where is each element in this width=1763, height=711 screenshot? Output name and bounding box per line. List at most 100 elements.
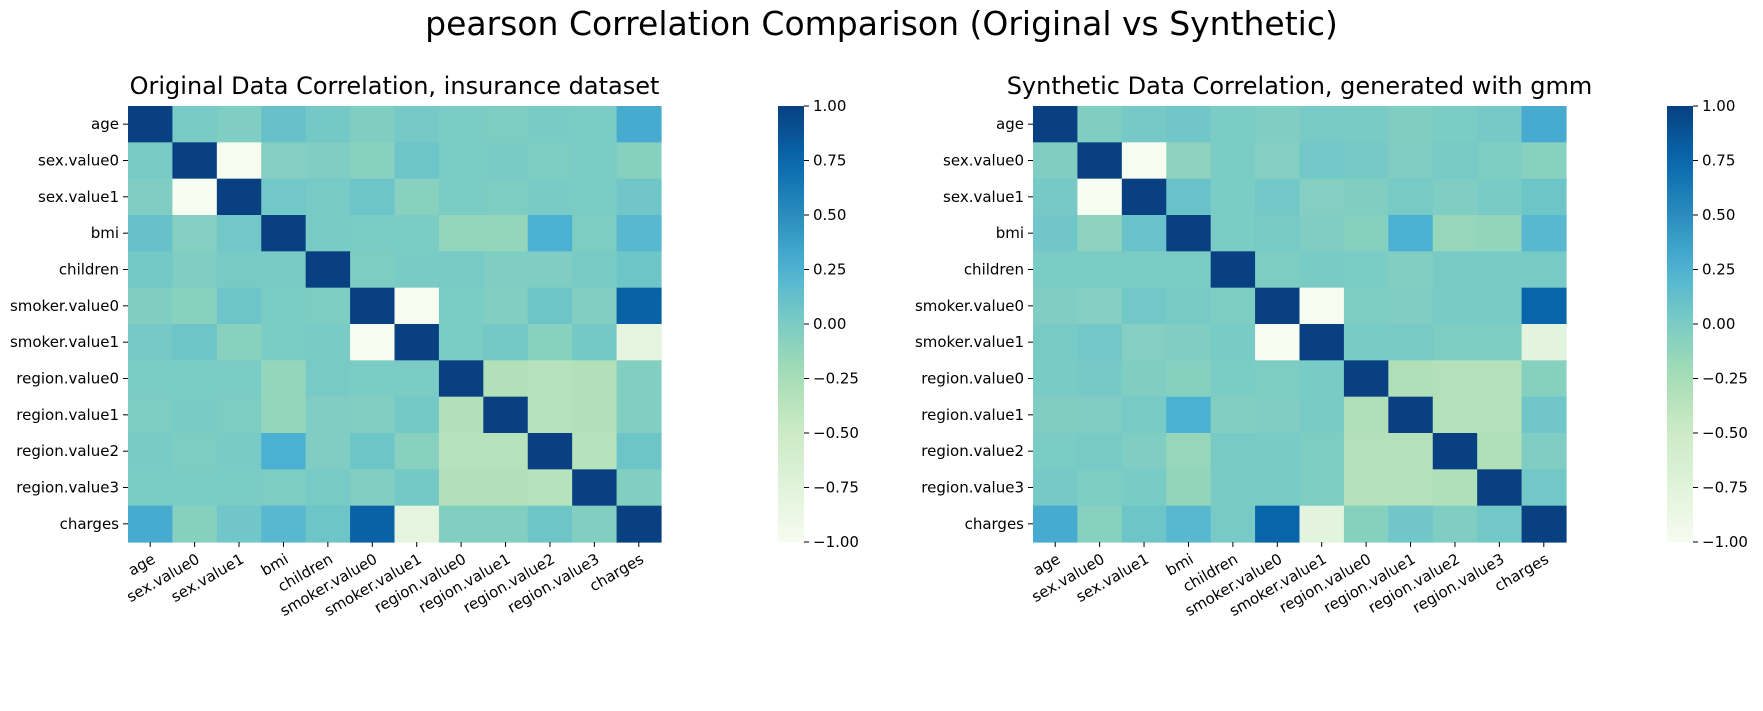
heatmap-cell — [172, 287, 218, 325]
heatmap-cell — [1388, 396, 1434, 434]
y-tick-label: region.value2 — [921, 442, 1024, 460]
heatmap-cell — [1033, 215, 1079, 252]
heatmap-cell — [261, 433, 307, 470]
heatmap-cell — [305, 396, 351, 434]
heatmap-cell — [261, 287, 307, 325]
heatmap-cell — [483, 106, 529, 143]
heatmap-cell — [1255, 324, 1301, 361]
heatmap-cell — [572, 287, 618, 325]
heatmap-cell — [1033, 505, 1079, 543]
heatmap-cell — [216, 505, 262, 543]
heatmap-cell — [1166, 178, 1212, 216]
heatmap-cell — [261, 106, 307, 143]
heatmap-cell — [1477, 142, 1523, 180]
heatmap-cell — [1299, 106, 1345, 143]
heatmap-cell — [1521, 505, 1567, 543]
heatmap-cell — [483, 433, 529, 470]
heatmap-cell — [216, 106, 262, 143]
heatmap-cell — [1033, 106, 1079, 143]
heatmap-cell — [1343, 360, 1389, 398]
heatmap-cell — [172, 215, 218, 252]
heatmap-cell — [350, 505, 396, 543]
heatmap-cell — [483, 178, 529, 216]
heatmap-cell — [350, 178, 396, 216]
heatmap-cell — [305, 142, 351, 180]
heatmap-cell — [1388, 324, 1434, 361]
heatmap-cell — [216, 396, 262, 434]
heatmap-cell — [394, 178, 440, 216]
heatmap-cell — [1521, 106, 1567, 143]
heatmap-cell — [438, 215, 484, 252]
heatmap-cell — [1521, 215, 1567, 252]
heatmap-cell — [438, 360, 484, 398]
heatmap-cell — [527, 215, 573, 252]
y-tick-label: smoker.value1 — [915, 333, 1024, 351]
heatmap-cell — [172, 251, 218, 289]
heatmap-cell — [1210, 324, 1256, 361]
heatmap-cell — [305, 505, 351, 543]
heatmap-cell — [172, 396, 218, 434]
heatmap-cell — [1255, 433, 1301, 470]
heatmap-cell — [1210, 469, 1256, 507]
heatmap-cell — [261, 396, 307, 434]
heatmap-cell — [438, 469, 484, 507]
y-tick-label: bmi — [91, 224, 119, 242]
heatmap-cell — [1432, 178, 1478, 216]
heatmap-cell — [1033, 396, 1079, 434]
heatmap-cell — [1121, 142, 1167, 180]
heatmap-cell — [572, 360, 618, 398]
colorbar-tick-label: −1.00 — [813, 533, 859, 551]
heatmap-cell — [483, 360, 529, 398]
colorbar — [778, 106, 804, 542]
heatmap-cell — [1121, 360, 1167, 398]
heatmap-cell — [527, 142, 573, 180]
y-tick-label: region.value0 — [16, 370, 119, 388]
heatmap-cell — [1432, 251, 1478, 289]
y-tick-label: charges — [60, 515, 120, 533]
heatmap-cell — [1121, 469, 1167, 507]
heatmap-cell — [394, 505, 440, 543]
heatmap-cell — [1299, 251, 1345, 289]
heatmap-cell — [438, 251, 484, 289]
heatmap-cell — [1210, 215, 1256, 252]
heatmap-cell — [394, 433, 440, 470]
heatmap-cell — [438, 178, 484, 216]
heatmap-cell — [1166, 287, 1212, 325]
heatmap-cell — [1077, 360, 1123, 398]
heatmap-cell — [1388, 433, 1434, 470]
y-tick-label: region.value3 — [921, 479, 1024, 497]
heatmap-cell — [1077, 215, 1123, 252]
heatmap-cell — [261, 178, 307, 216]
heatmap-cell — [1077, 505, 1123, 543]
heatmap-cell — [128, 469, 174, 507]
heatmap-cell — [261, 251, 307, 289]
heatmap-cell — [483, 215, 529, 252]
heatmap-cell — [350, 215, 396, 252]
heatmap-cell — [261, 142, 307, 180]
heatmap-cell — [483, 505, 529, 543]
heatmap-cell — [216, 324, 262, 361]
heatmap-cell — [350, 396, 396, 434]
heatmap-cell — [216, 469, 262, 507]
heatmap-cell — [572, 469, 618, 507]
heatmap-cell — [1343, 251, 1389, 289]
heatmap-cell — [128, 142, 174, 180]
heatmap-cell — [527, 251, 573, 289]
colorbar-tick-label: 0.25 — [813, 261, 846, 279]
colorbar-tick-label: 0.00 — [1702, 315, 1735, 333]
heatmap-cell — [616, 324, 662, 361]
heatmap-cell — [1255, 469, 1301, 507]
heatmap-cell — [172, 433, 218, 470]
heatmap-cell — [1033, 287, 1079, 325]
heatmap-cell — [350, 324, 396, 361]
heatmap-cell — [1299, 215, 1345, 252]
heatmap-cell — [1121, 106, 1167, 143]
heatmap-cell — [128, 433, 174, 470]
heatmap-cell — [1388, 469, 1434, 507]
heatmap-cell — [1210, 251, 1256, 289]
heatmap-cell — [1432, 396, 1478, 434]
heatmap-cell — [1121, 433, 1167, 470]
heatmap-cell — [172, 505, 218, 543]
heatmap-cell — [1388, 251, 1434, 289]
heatmap-cell — [216, 360, 262, 398]
